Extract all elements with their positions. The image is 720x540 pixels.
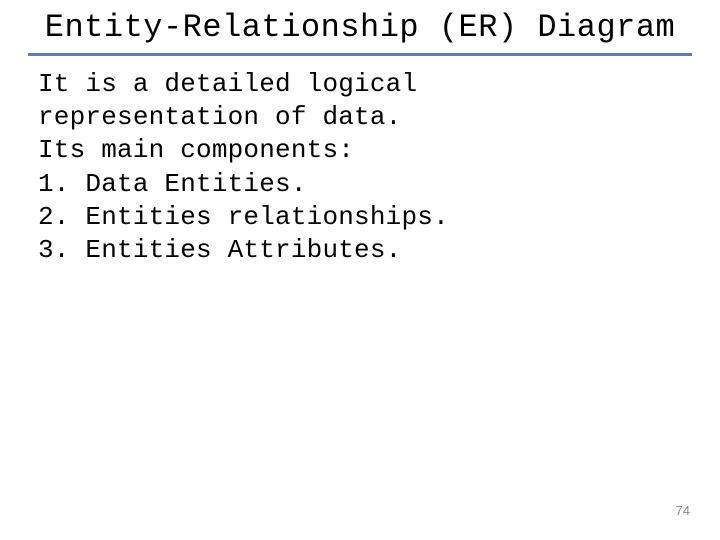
page-number: 74: [676, 503, 690, 518]
list-item: 1. Data Entities.: [38, 168, 682, 201]
title-divider: [28, 53, 692, 56]
components-heading: Its main components:: [38, 134, 682, 167]
slide-body: It is a detailed logical representation …: [0, 68, 720, 268]
slide-title: Entity-Relationship (ER) Diagram: [0, 0, 720, 53]
slide-container: Entity-Relationship (ER) Diagram It is a…: [0, 0, 720, 540]
list-item: 3. Entities Attributes.: [38, 234, 682, 267]
intro-text-line2: representation of data.: [38, 101, 682, 134]
intro-text-line1: It is a detailed logical: [38, 68, 682, 101]
list-item: 2. Entities relationships.: [38, 201, 682, 234]
